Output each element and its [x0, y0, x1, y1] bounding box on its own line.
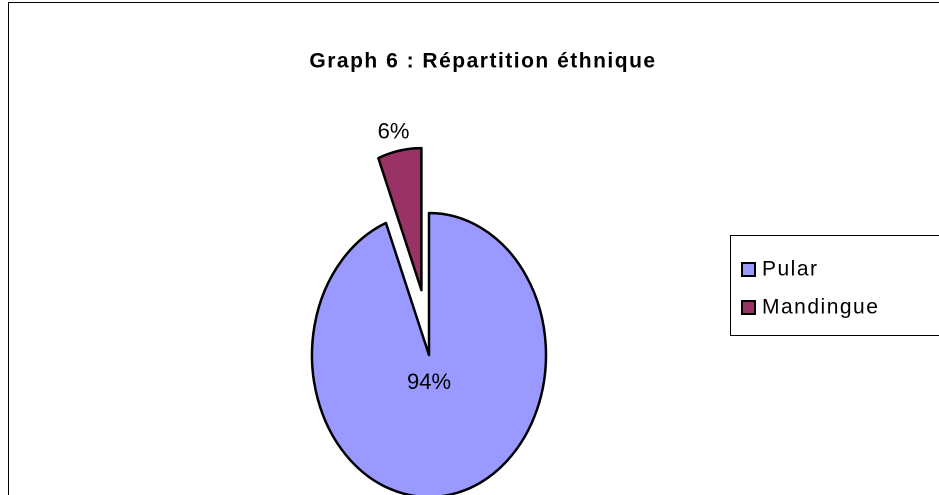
legend-swatch [741, 300, 756, 315]
data-label: 94% [407, 369, 451, 394]
pie-slice [377, 146, 423, 292]
legend-label: Pular [762, 258, 819, 281]
legend-swatch [741, 262, 756, 277]
pie-slice [310, 211, 548, 495]
legend-label: Mandingue [762, 296, 879, 319]
data-label: 6% [378, 118, 410, 143]
legend-box [730, 235, 939, 336]
chart-title: Graph 6 : Répartition éthnique [309, 50, 656, 73]
